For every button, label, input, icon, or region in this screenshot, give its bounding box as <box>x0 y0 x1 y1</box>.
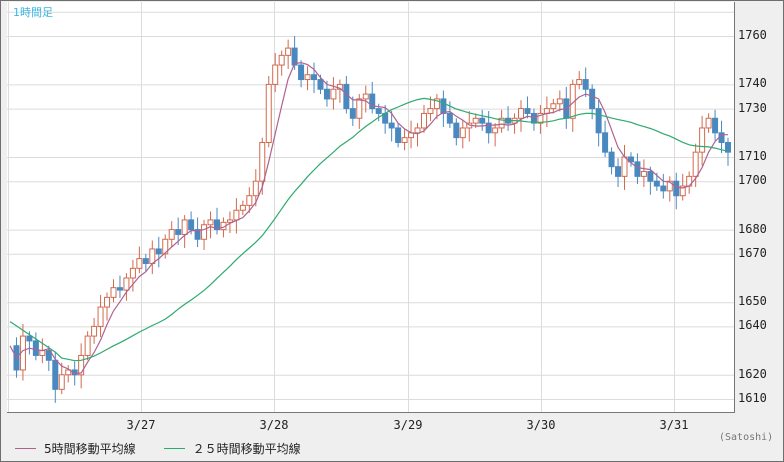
x-tick-label: 3/29 <box>393 418 423 432</box>
y-tick-label: 1700 <box>738 173 767 188</box>
y-tick-label: 1730 <box>738 100 767 115</box>
y-tick-label: 1620 <box>738 366 767 381</box>
legend-item-ma25: ２５時間移動平均線 <box>163 440 301 457</box>
ma25-swatch <box>163 448 185 449</box>
unit-label: (Satoshi) <box>719 432 774 443</box>
legend-item-ma5: 5時間移動平均線 <box>15 440 136 457</box>
ma5-swatch <box>15 448 36 449</box>
y-tick-label: 1740 <box>738 76 767 91</box>
candlestick-chart <box>7 2 734 412</box>
y-tick-label: 1710 <box>738 149 767 163</box>
legend: 5時間移動平均線 ２５時間移動平均線 <box>15 440 301 457</box>
x-tick-label: 3/31 <box>659 418 689 432</box>
x-tick-label: 3/28 <box>259 418 289 432</box>
legend-label-ma5: 5時間移動平均線 <box>44 442 136 456</box>
y-tick-label: 1640 <box>738 318 767 333</box>
x-tick-label: 3/30 <box>526 418 556 432</box>
y-tick-label: 1680 <box>738 221 767 236</box>
y-tick-label: 1610 <box>738 391 767 405</box>
y-tick-label: 1760 <box>738 28 767 42</box>
y-tick-label: 1650 <box>738 294 767 309</box>
plot-area <box>7 2 735 413</box>
x-tick-label: 3/27 <box>126 418 156 432</box>
y-tick-label: 1670 <box>738 245 767 260</box>
legend-label-ma25: ２５時間移動平均線 <box>192 442 301 456</box>
timeframe-label: 1時間足 <box>13 6 53 19</box>
